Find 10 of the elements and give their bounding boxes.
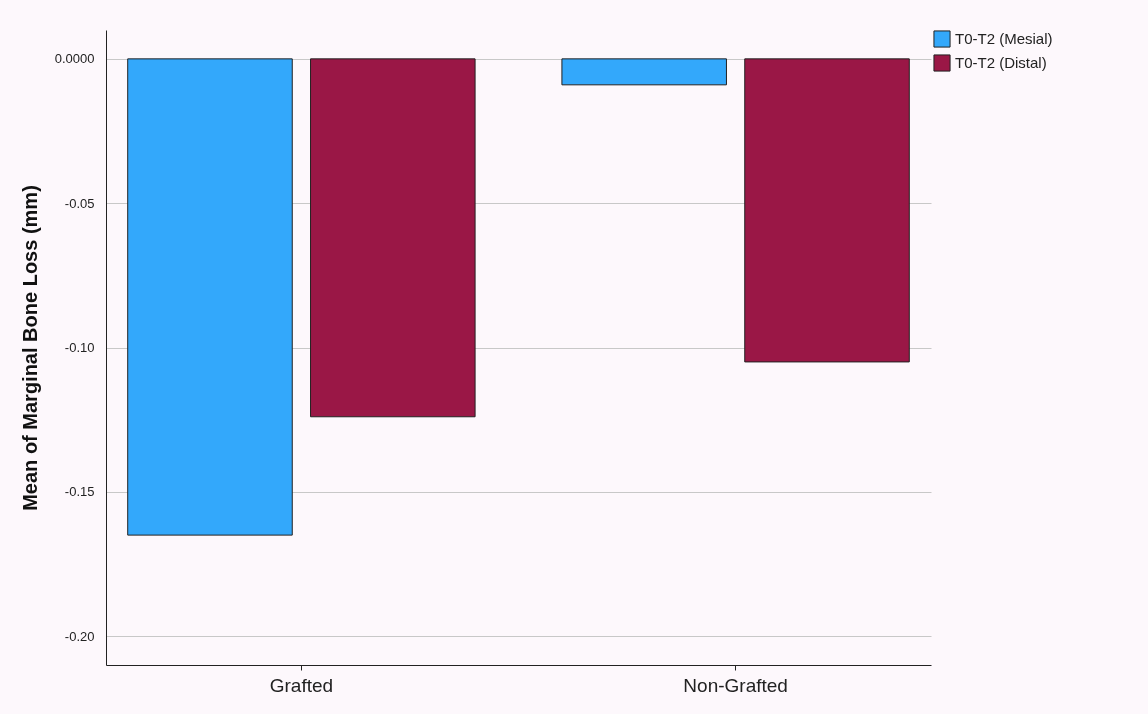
legend-label: T0-T2 (Distal): [955, 54, 1047, 71]
y-tick-label: -0.15: [64, 484, 95, 500]
y-tick-label: -0.05: [64, 195, 95, 211]
y-tick-label: 0.0000: [54, 51, 95, 67]
legend-label: T0-T2 (Mesial): [955, 30, 1053, 47]
y-tick-label: -0.10: [64, 340, 95, 355]
y-tick-label: -0.20: [64, 628, 95, 644]
y-axis-title: Mean of Marginal Bone Loss (mm): [18, 185, 41, 511]
x-tick-label: Grafted: [269, 674, 334, 696]
x-tick-label: Non-Grafted: [683, 674, 788, 696]
